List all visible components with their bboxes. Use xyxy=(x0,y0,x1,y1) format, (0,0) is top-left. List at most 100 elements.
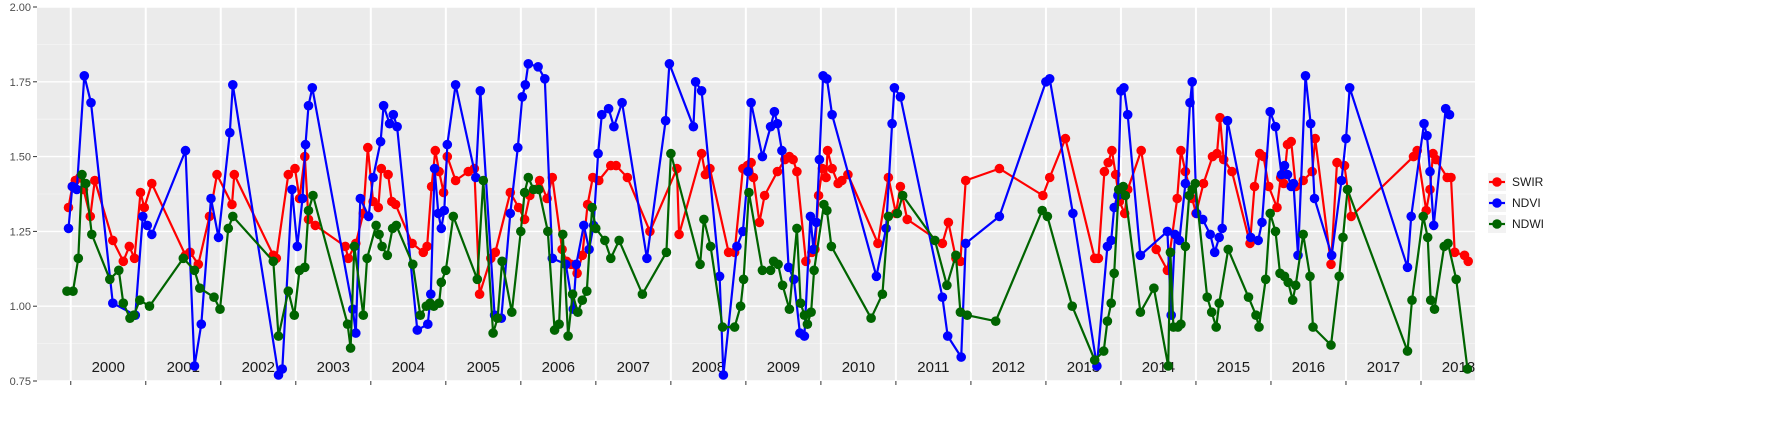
data-point xyxy=(573,307,583,318)
data-point xyxy=(1180,178,1191,189)
data-point xyxy=(363,142,373,153)
data-point xyxy=(788,154,798,165)
data-point xyxy=(943,217,954,228)
data-point xyxy=(990,316,1001,327)
data-point xyxy=(1265,106,1275,117)
data-point xyxy=(822,74,832,84)
legend-item-swir: SWIR xyxy=(1488,173,1544,191)
y-tick-label: 1.00 xyxy=(10,301,31,313)
data-point xyxy=(1089,355,1100,365)
year-label: 2002 xyxy=(242,359,275,376)
legend-label: SWIR xyxy=(1512,175,1544,189)
data-point xyxy=(1249,181,1260,192)
year-label: 2016 xyxy=(1292,359,1325,376)
data-point xyxy=(1176,319,1186,330)
data-point xyxy=(268,256,279,267)
data-point xyxy=(189,361,200,371)
data-point xyxy=(289,310,300,321)
data-point xyxy=(391,220,402,231)
data-point xyxy=(802,319,813,330)
data-point xyxy=(1305,118,1316,129)
data-point xyxy=(769,106,780,117)
data-point xyxy=(789,274,799,285)
data-point xyxy=(384,118,395,129)
legend-item-ndvi: NDVI xyxy=(1488,194,1541,212)
y-tick-label: 0.75 xyxy=(10,376,31,388)
data-point xyxy=(1254,322,1264,332)
data-point xyxy=(1122,109,1133,120)
data-point xyxy=(714,271,725,282)
data-point xyxy=(392,121,402,132)
data-point xyxy=(1212,148,1222,159)
data-point xyxy=(960,175,971,186)
data-point xyxy=(209,292,219,303)
data-point xyxy=(362,253,372,264)
data-point xyxy=(1334,271,1344,282)
data-point xyxy=(1342,184,1353,195)
data-point xyxy=(873,238,883,249)
data-point xyxy=(135,295,145,306)
data-point xyxy=(81,178,91,189)
data-point xyxy=(674,229,684,240)
data-point xyxy=(1298,175,1308,186)
data-point xyxy=(475,86,486,96)
data-point xyxy=(1060,133,1071,144)
data-point xyxy=(1185,97,1195,108)
data-point xyxy=(1406,211,1416,222)
data-point xyxy=(696,86,707,96)
data-point xyxy=(1290,280,1301,291)
data-point xyxy=(1282,169,1293,180)
data-point xyxy=(717,322,728,332)
legend-marker xyxy=(1492,177,1502,187)
data-point xyxy=(534,175,545,186)
data-point xyxy=(422,241,432,252)
data-point xyxy=(1107,145,1117,156)
data-point xyxy=(382,250,393,261)
data-point xyxy=(358,310,369,321)
data-point xyxy=(1298,229,1308,240)
data-point xyxy=(376,163,387,174)
data-point xyxy=(877,289,888,300)
data-point xyxy=(806,307,816,318)
year-label: 2006 xyxy=(542,359,575,376)
data-point xyxy=(1288,178,1299,189)
data-point xyxy=(1326,340,1336,350)
data-point xyxy=(1446,172,1456,183)
data-point xyxy=(86,97,96,108)
data-point xyxy=(690,77,701,87)
data-point xyxy=(72,184,82,195)
data-point xyxy=(135,187,146,198)
data-point xyxy=(355,193,366,204)
data-point xyxy=(303,205,314,216)
data-point xyxy=(606,253,616,264)
data-point xyxy=(77,169,87,180)
data-point xyxy=(73,253,84,264)
legend: SWIR NDVI NDWI xyxy=(1488,173,1544,233)
series-ndvi xyxy=(63,59,1455,380)
data-point xyxy=(746,97,756,108)
data-point xyxy=(1243,292,1254,303)
data-point xyxy=(1272,202,1282,213)
data-point xyxy=(937,238,948,249)
data-point xyxy=(1251,310,1261,321)
data-point xyxy=(436,223,447,234)
data-point xyxy=(699,214,709,225)
data-point xyxy=(587,202,597,213)
data-point xyxy=(1223,244,1233,255)
data-point xyxy=(1190,178,1200,189)
data-point xyxy=(1300,71,1311,81)
data-point xyxy=(799,331,810,341)
data-point xyxy=(571,259,582,270)
data-point xyxy=(637,289,648,300)
data-point xyxy=(108,235,118,246)
data-point xyxy=(124,241,135,252)
y-tick-label: 1.75 xyxy=(10,77,31,89)
data-point xyxy=(1449,247,1460,258)
data-point xyxy=(505,208,516,219)
year-label: 2000 xyxy=(92,359,125,376)
data-point xyxy=(1418,211,1428,222)
data-point xyxy=(310,220,321,231)
data-point xyxy=(368,172,378,183)
legend-label: NDWI xyxy=(1512,217,1544,231)
data-point xyxy=(1279,160,1290,171)
